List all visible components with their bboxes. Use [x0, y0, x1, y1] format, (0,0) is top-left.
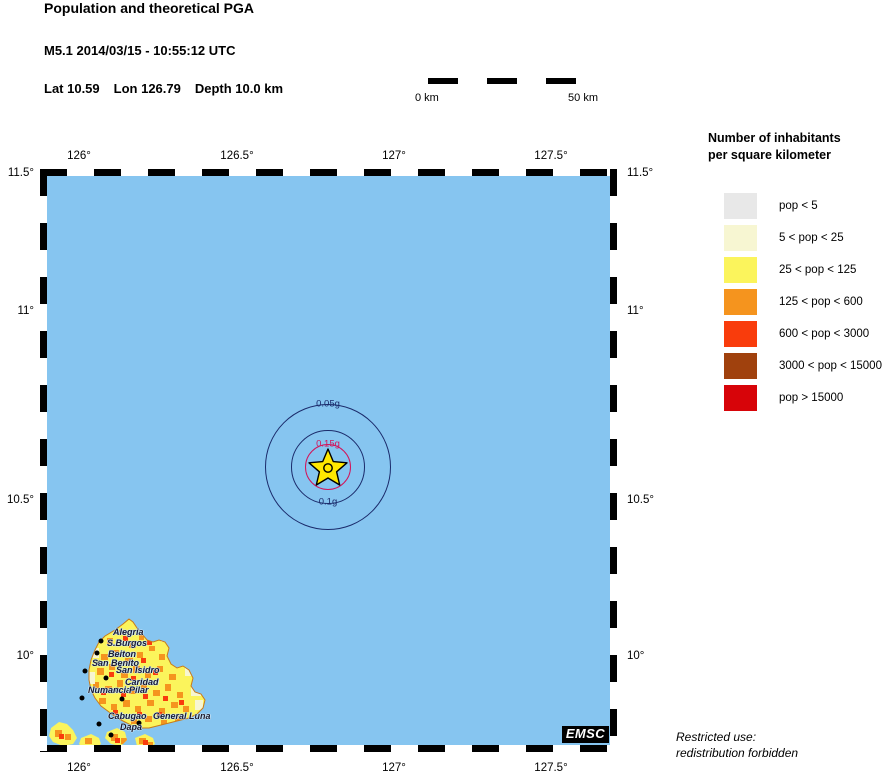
city-label-beiton: Beiton: [108, 649, 136, 659]
axis-right-tick-2: 10.5°: [627, 494, 654, 506]
legend-label-pop-5-25: 5 < pop < 25: [779, 232, 844, 244]
legend-row: pop < 5: [708, 190, 893, 222]
axis-bottom-tick-1: 126.5°: [220, 762, 254, 774]
map-frame-top-border: [40, 169, 616, 176]
axis-left-tick-3: 10°: [16, 650, 34, 662]
legend-label-pop-lt-5: pop < 5: [779, 200, 818, 212]
city-label-san-isidro: San Isidro: [116, 665, 160, 675]
scale-bar-label-min: 0 km: [415, 92, 439, 104]
axis-left-tick-2: 10.5°: [7, 494, 34, 506]
city-dot-cabugao: [96, 721, 102, 727]
legend-swatch-pop-gt-15000: [724, 385, 757, 411]
legend-title-line1: Number of inhabitants: [708, 131, 841, 145]
event-depth: Depth 10.0 km: [194, 81, 284, 96]
city-dot-caridad: [114, 687, 120, 693]
legend-row: 3000 < pop < 15000: [708, 350, 893, 382]
legend-swatch-pop-600-3000: [724, 321, 757, 347]
axis-bottom-tick-3: 127.5°: [534, 762, 568, 774]
pga-contour-0.05g: [265, 404, 391, 530]
pga-label-0.05g: 0.05g: [316, 398, 340, 410]
city-dot-beiton: [97, 660, 103, 666]
legend-panel: Number of inhabitants per square kilomet…: [708, 130, 893, 414]
legend-label-pop-gt-15000: pop > 15000: [779, 392, 844, 404]
legend-label-pop-125-600: 125 < pop < 600: [779, 296, 863, 308]
scale-bar-track: [428, 78, 576, 84]
legend-row: 5 < pop < 25: [708, 222, 893, 254]
city-label-numancia: Numancia: [88, 685, 132, 695]
epicenter-star-icon[interactable]: [307, 446, 349, 488]
legend-label-pop-3000-15000: 3000 < pop < 15000: [779, 360, 882, 372]
scale-bar-labels: 0 km 50 km: [415, 92, 598, 106]
scale-bar-segment: [487, 78, 517, 84]
legend-row: 125 < pop < 600: [708, 286, 893, 318]
city-label-cabugao: Cabugao: [108, 711, 147, 721]
city-dot-san-isidro: [103, 675, 109, 681]
axis-right-tick-0: 11.5°: [627, 167, 654, 179]
legend-items: pop < 5 5 < pop < 25 25 < pop < 125 125 …: [708, 190, 893, 414]
city-dot-dapa: [108, 732, 114, 738]
city-label-dapa: Dapa: [120, 722, 143, 732]
pga-contour-0.15g: [305, 444, 351, 490]
legend-swatch-pop-5-25: [724, 225, 757, 251]
legend-swatch-pop-lt-5: [724, 193, 757, 219]
axis-right-tick-3: 10°: [627, 650, 645, 662]
scale-bar-segment: [457, 78, 488, 84]
city-dot-general-luna: [136, 720, 142, 726]
scale-bar-segment: [546, 78, 576, 84]
scale-bar-segment: [516, 78, 547, 84]
axis-left-tick-0: 11.5°: [7, 167, 34, 179]
restricted-line-2: redistribution forbidden: [676, 746, 799, 760]
map-frame-bottom-border: [40, 745, 616, 752]
legend-title: Number of inhabitants per square kilomet…: [708, 130, 893, 164]
pga-label-0.15g: 0.15g: [316, 438, 340, 450]
legend-label-pop-25-125: 25 < pop < 125: [779, 264, 857, 276]
legend-swatch-pop-25-125: [724, 257, 757, 283]
city-label-caridad: Caridad: [125, 677, 159, 687]
axis-top-tick-1: 126.5°: [220, 150, 254, 162]
legend-row: 25 < pop < 125: [708, 254, 893, 286]
axis-bottom-tick-0: 126°: [67, 762, 91, 774]
map-canvas[interactable]: Alegria S.Burgos Beiton San Benito San I…: [40, 169, 617, 752]
event-lon: Lon 126.79: [113, 81, 181, 96]
city-label-pilar: Pilar: [129, 685, 149, 695]
axis-left-tick-1: 11°: [17, 305, 34, 317]
map-frame-right-border: [610, 169, 617, 751]
city-dot-pilar: [119, 696, 125, 702]
axis-bottom-tick-2: 127°: [382, 762, 406, 774]
page-title: Population and theoretical PGA: [44, 0, 255, 16]
restricted-line-1: Restricted use:: [676, 730, 757, 744]
event-location-line: Lat 10.59 Lon 126.79 Depth 10.0 km: [44, 81, 283, 96]
scale-bar: 0 km 50 km: [415, 78, 598, 106]
scale-bar-segment: [428, 78, 458, 84]
axis-top-tick-2: 127°: [382, 150, 406, 162]
legend-title-line2: per square kilometer: [708, 148, 831, 162]
legend-row: 600 < pop < 3000: [708, 318, 893, 350]
city-label-san-benito: San Benito: [92, 658, 140, 668]
legend-row: pop > 15000: [708, 382, 893, 414]
city-dot-numancia: [79, 695, 85, 701]
event-lat: Lat 10.59: [44, 81, 100, 96]
legend-swatch-pop-3000-15000: [724, 353, 757, 379]
legend-label-pop-600-3000: 600 < pop < 3000: [779, 328, 870, 340]
pga-label-0.1g: 0.1g: [318, 496, 338, 508]
restricted-use-notice: Restricted use: redistribution forbidden: [676, 729, 798, 761]
city-dot-alegria: [98, 638, 104, 644]
city-label-alegria: Alegria: [113, 627, 144, 637]
axis-top-tick-0: 126°: [67, 150, 91, 162]
city-label-s-burgos: S.Burgos: [107, 638, 148, 648]
axis-right-tick-1: 11°: [627, 305, 644, 317]
legend-swatch-pop-125-600: [724, 289, 757, 315]
event-magnitude-time: M5.1 2014/03/15 - 10:55:12 UTC: [44, 43, 236, 58]
scale-bar-label-max: 50 km: [568, 92, 598, 104]
pga-contour-0.1g: [291, 430, 365, 504]
emsc-logo: EMSC: [561, 726, 609, 743]
axis-top-tick-3: 127.5°: [534, 150, 568, 162]
city-label-general-luna: General Luna: [153, 711, 211, 721]
city-dot-san-benito: [82, 668, 88, 674]
city-dot-s-burgos: [94, 650, 100, 656]
map-frame-left-border: [40, 169, 47, 751]
